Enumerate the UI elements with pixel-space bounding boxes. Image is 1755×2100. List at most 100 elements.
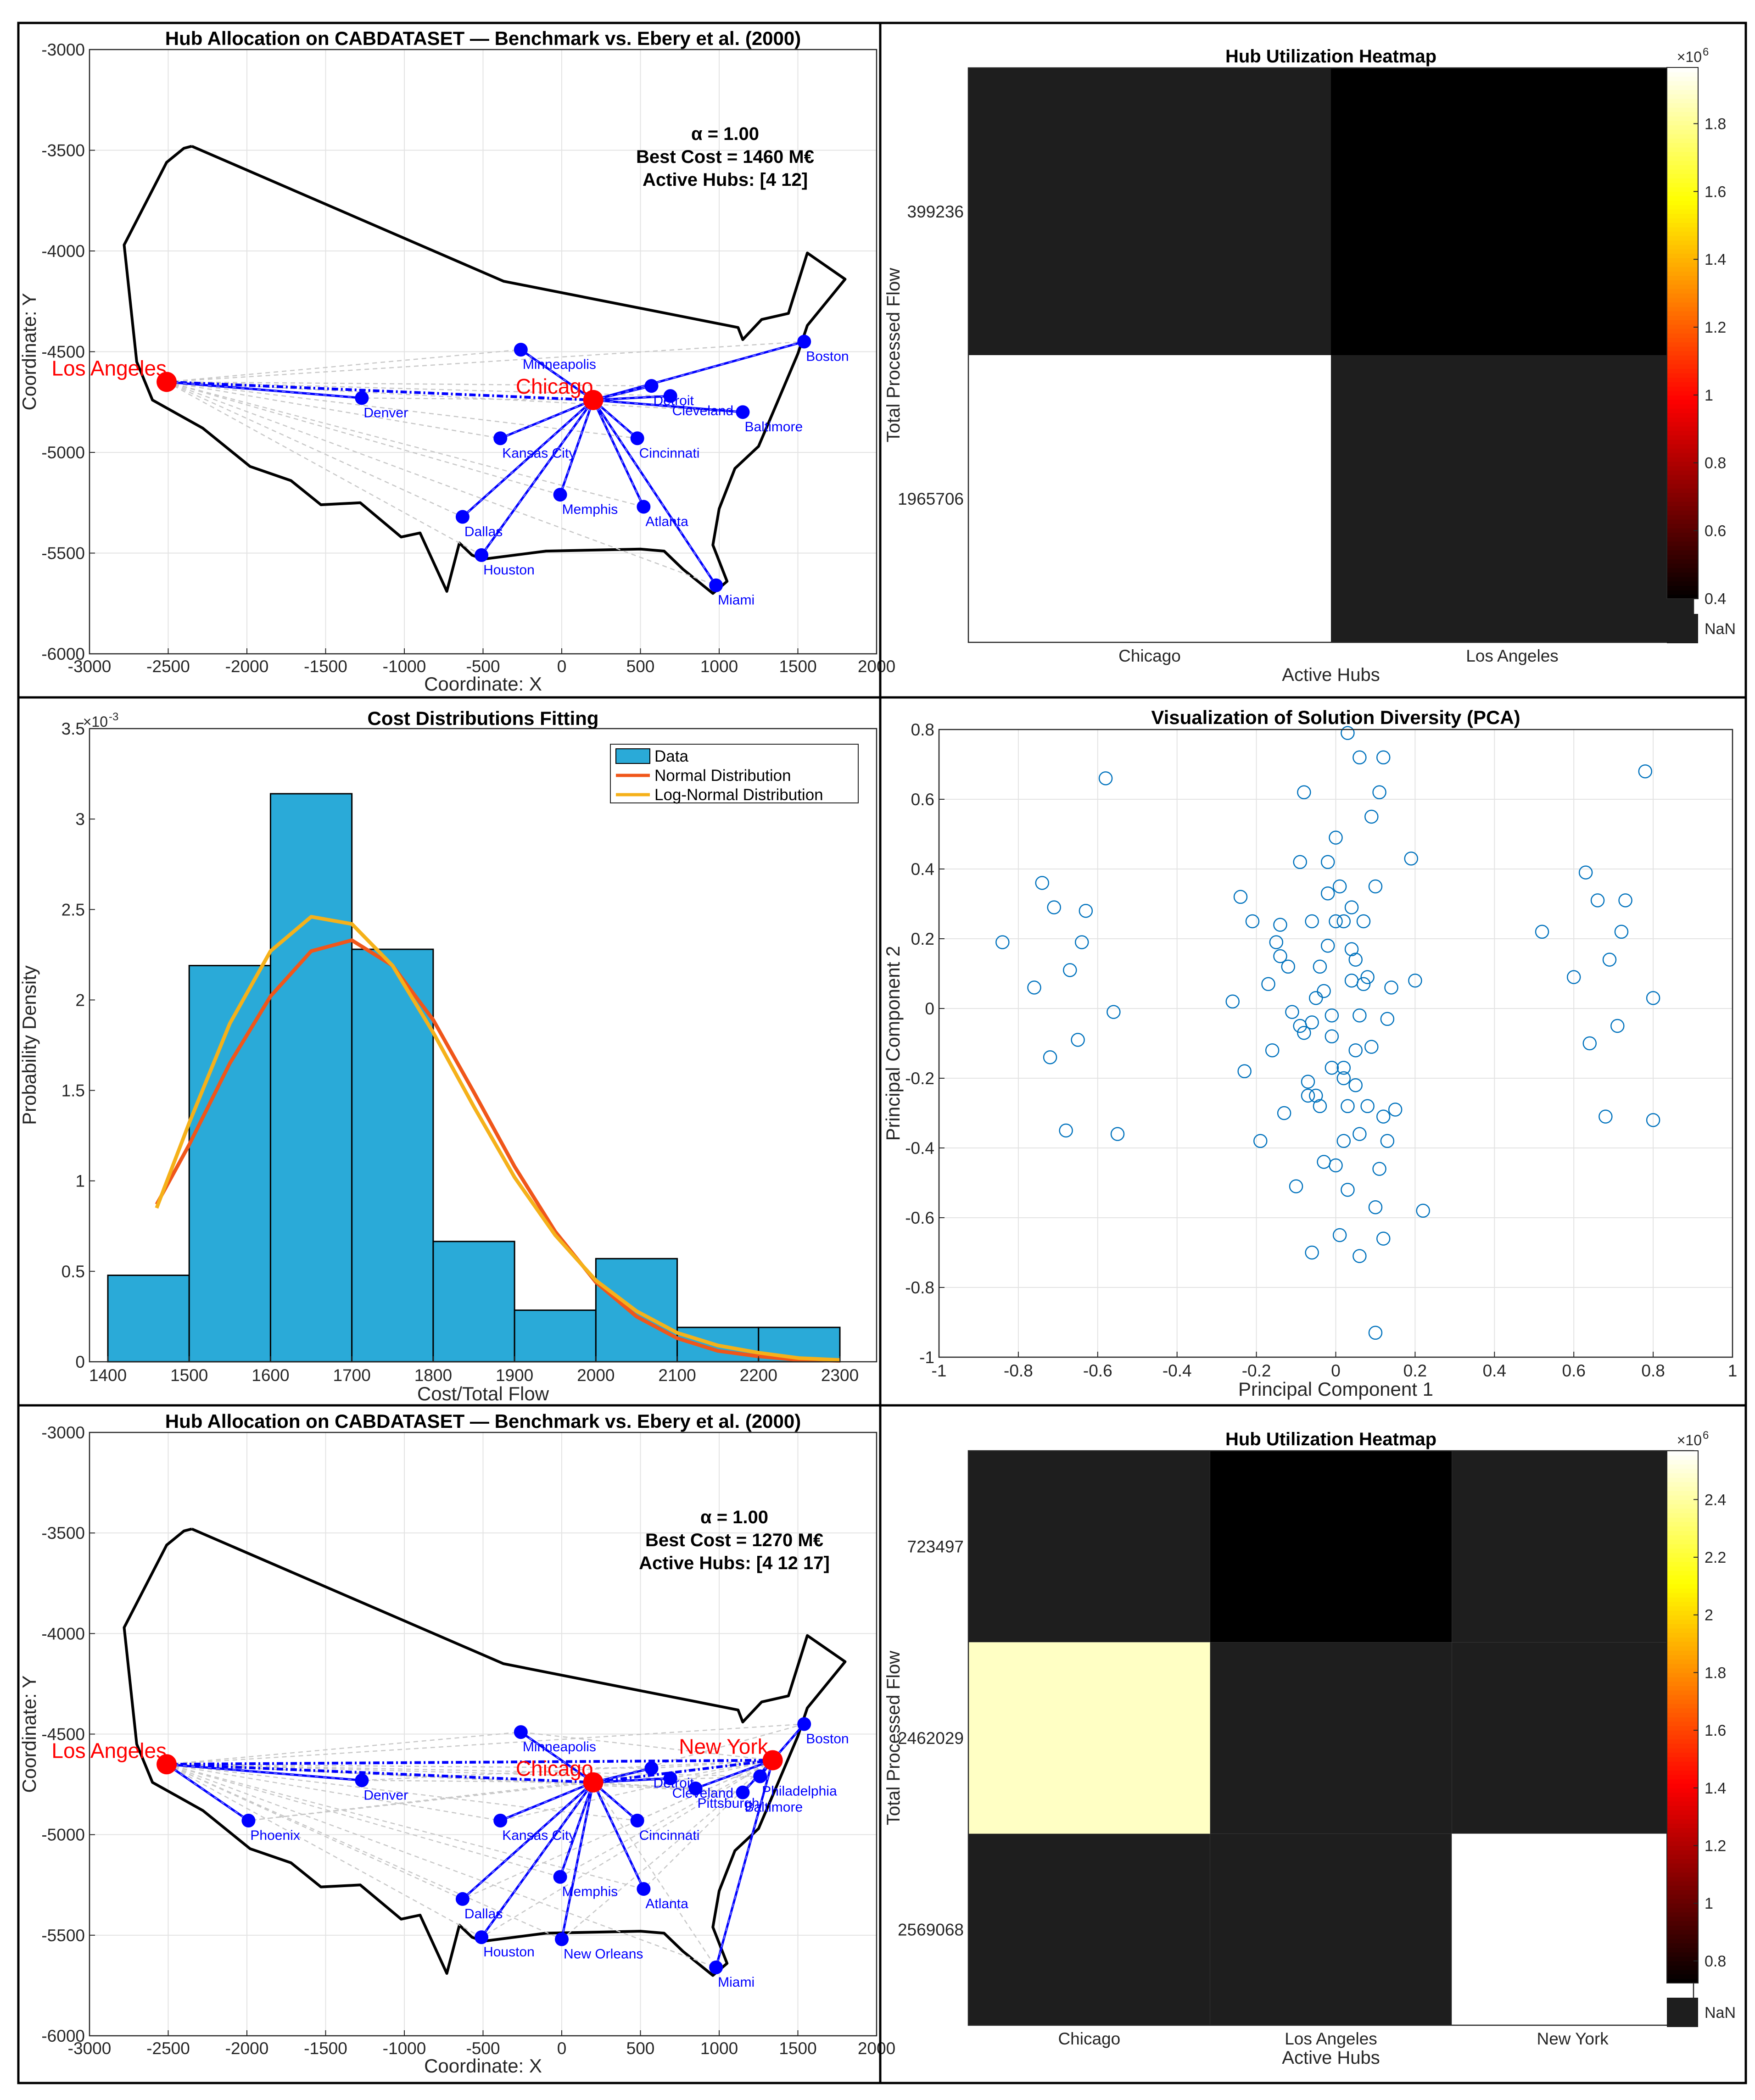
colorbar-segment [1667, 1907, 1698, 1913]
y-tick-label: 0.4 [911, 860, 934, 879]
x-tick-label: 0.8 [1641, 1361, 1665, 1380]
colorbar-segment [1667, 1646, 1698, 1651]
node-baltimore [736, 405, 750, 419]
colorbar-segment [1667, 80, 1698, 86]
hub-new-york [762, 1750, 783, 1771]
y-tick-label: -5500 [41, 1926, 85, 1945]
hub-chicago [583, 1772, 604, 1793]
pca-point [1289, 1179, 1303, 1193]
node-houston [475, 548, 489, 562]
colorbar-segment [1667, 408, 1698, 413]
colorbar-segment [1667, 257, 1698, 263]
background-link [166, 1731, 521, 1765]
x-category-chicago: Chicago [1058, 2029, 1120, 2048]
background-link [362, 1760, 773, 1781]
colorbar-segment [1667, 1517, 1698, 1522]
x-category-los-angeles: Los Angeles [1466, 646, 1559, 665]
colorbar-segment [1667, 1863, 1698, 1868]
legend-swatch-data [615, 748, 650, 764]
colorbar-box [1666, 67, 1699, 599]
y-tick-label: -5000 [41, 1826, 85, 1844]
pca-point [1336, 914, 1351, 929]
pca-point [1305, 1245, 1319, 1260]
x-tick-label: 0.2 [1403, 1361, 1427, 1380]
background-link [166, 1764, 501, 1821]
colorbar-segment [1667, 1970, 1698, 1975]
node-label-atlanta: Atlanta [645, 514, 688, 529]
colorbar-segment [1667, 253, 1698, 258]
colorbar-segment [1667, 1699, 1698, 1704]
colorbar-segment [1667, 492, 1698, 497]
colorbar-segment [1667, 169, 1698, 174]
colorbar-segment [1667, 430, 1698, 435]
y-axis-label: Coordinate: Y [18, 293, 40, 410]
heatmap-cell [1452, 1642, 1694, 1834]
colorbar-segment [1667, 1597, 1698, 1602]
allocation-link-dash-houston [481, 1782, 594, 1938]
pca-point [1376, 1109, 1391, 1124]
background-link [167, 381, 652, 387]
allocation-link-dash-miami [592, 400, 716, 586]
colorbar-segment [1667, 165, 1698, 170]
node-houston [475, 1930, 489, 1944]
pca-point [1035, 876, 1050, 890]
colorbar-segment [1667, 1783, 1698, 1788]
colorbar-tick-label: 0.6 [1705, 523, 1726, 540]
colorbar-segment [1667, 337, 1698, 343]
heatmap-cell [1331, 355, 1694, 642]
node-label-new-orleans: New Orleans [564, 1947, 643, 1962]
pca-point [1360, 1099, 1375, 1114]
pca-point [1590, 893, 1605, 908]
colorbar-segment [1667, 1495, 1698, 1500]
colorbar-segment [1667, 1521, 1698, 1527]
annotation-line: α = 1.00 [691, 124, 759, 144]
colorbar-segment [1667, 373, 1698, 378]
colorbar-tick-label: 2 [1705, 1607, 1713, 1624]
heatmap-cell [968, 355, 1331, 642]
pca-point [1344, 942, 1359, 957]
colorbar-segment [1667, 1588, 1698, 1593]
allocation-link-dash-boston [593, 341, 805, 401]
pca-point [1578, 865, 1593, 880]
allocation-link-dash-houston [481, 400, 594, 556]
node-miami [709, 1960, 723, 1974]
chart-title: Visualization of Solution Diversity (PCA… [1151, 707, 1520, 728]
x-tick-label: 1600 [252, 1366, 289, 1385]
colorbar-segment [1667, 355, 1698, 360]
node-atlanta [637, 500, 651, 514]
colorbar-segment [1667, 351, 1698, 356]
x-tick-label: -1 [932, 1361, 947, 1380]
hub-los-angeles [156, 1754, 177, 1775]
pca-point [1336, 1071, 1351, 1086]
node-label-cincinnati: Cincinnati [639, 1828, 700, 1843]
y-tick-label: 0 [75, 1353, 85, 1371]
pca-point [1408, 973, 1422, 988]
colorbar-segment [1667, 572, 1698, 577]
colorbar-tick-label: 0.8 [1705, 455, 1726, 472]
colorbar-segment [1667, 240, 1698, 245]
x-tick-label: 0 [557, 657, 567, 676]
colorbar-segment [1667, 1943, 1698, 1948]
colorbar-segment [1667, 1641, 1698, 1647]
y-tick-label: 2 [75, 991, 85, 1009]
colorbar-segment [1667, 1827, 1698, 1833]
pca-point [1329, 1158, 1343, 1173]
x-tick-label: -3000 [68, 657, 112, 676]
colorbar-segment [1667, 1885, 1698, 1890]
node-dallas [455, 1892, 469, 1906]
y-tick-label: -4000 [41, 1624, 85, 1643]
colorbar-segment [1667, 1513, 1698, 1518]
colorbar-segment [1667, 76, 1698, 81]
pca-point [1646, 991, 1660, 1005]
heatmap-cell [1210, 1642, 1452, 1834]
pca-point [1313, 1099, 1327, 1114]
colorbar-segment [1667, 346, 1698, 351]
x-tick-label: -0.6 [1083, 1361, 1112, 1380]
background-link [167, 1764, 743, 1793]
hub-to-hub-link [166, 1763, 593, 1784]
normal-distribution-curve [155, 938, 840, 1363]
colorbar-exponent-power: 6 [1703, 1429, 1709, 1442]
background-link [166, 1764, 562, 1940]
heatmap-cell [968, 1642, 1210, 1834]
colorbar-segment [1667, 213, 1698, 218]
